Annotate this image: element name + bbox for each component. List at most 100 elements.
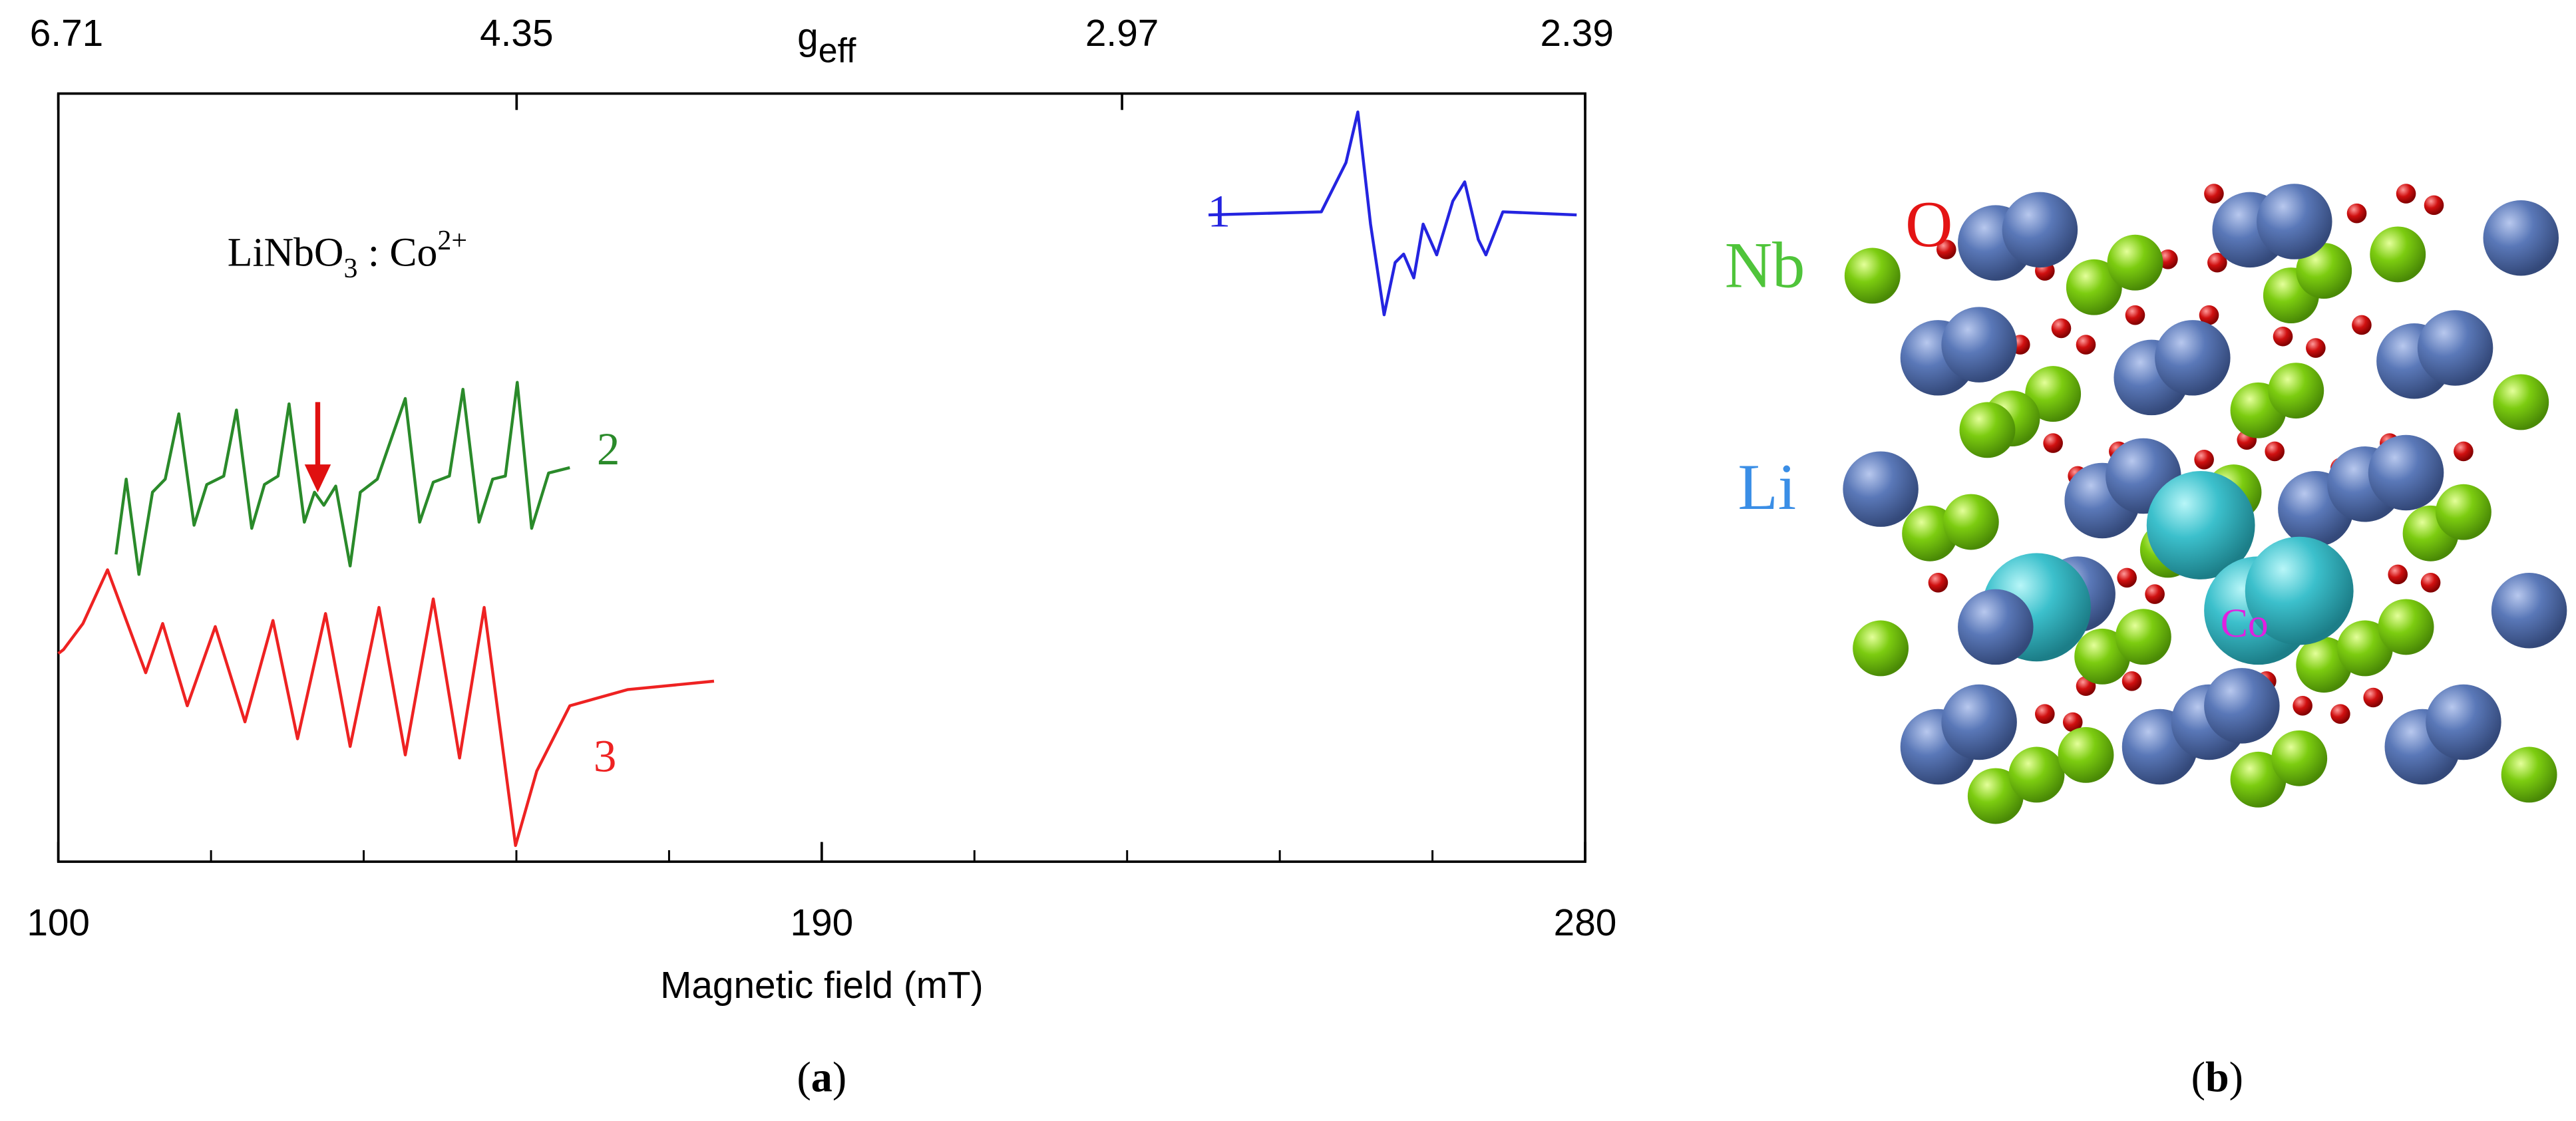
annotation-base: LiNbO (228, 230, 344, 275)
lithium-atom (2426, 684, 2501, 760)
x-tick-label: 280 (1554, 902, 1617, 944)
oxygen-atom (2265, 441, 2285, 462)
oxygen-atom (2121, 671, 2142, 691)
oxygen-atom (2424, 195, 2444, 216)
annotation-middle: : Co (357, 230, 437, 275)
niobium-atom (2230, 751, 2287, 808)
oxygen-atom (2420, 573, 2441, 593)
x2-tick-label: 4.35 (480, 13, 553, 55)
panel-label-b-text: b (2205, 1054, 2229, 1101)
lithium-atom (2002, 192, 2078, 268)
lithium-atom (2368, 434, 2444, 511)
red-arrow (304, 402, 331, 493)
niobium-atom (1959, 402, 2016, 458)
niobium-atom (2107, 234, 2163, 291)
oxygen-atom (2454, 441, 2474, 462)
niobium-atom (1967, 768, 2024, 824)
x-tick-label: 100 (27, 902, 90, 944)
series-label: 3 (594, 730, 617, 782)
lithium-atom (2204, 668, 2280, 744)
oxygen-atom (2145, 584, 2165, 604)
atom-label-co: Co (2221, 601, 2269, 646)
oxygen-atom (2062, 712, 2083, 732)
panel-label-a-text: a (811, 1054, 832, 1101)
cobalt-atom (2146, 471, 2255, 579)
oxygen-atom (1936, 240, 1956, 259)
x-tick-label: 190 (791, 902, 854, 944)
niobium-atom (2336, 620, 2393, 677)
niobium-atom (2296, 243, 2352, 299)
oxygen-atom (2396, 184, 2416, 204)
oxygen-atom (2199, 305, 2219, 325)
oxygen-atom (2043, 433, 2063, 453)
oxygen-atom (2194, 449, 2214, 470)
oxygen-atom (2330, 704, 2350, 724)
x2-label-subscript: eff (819, 31, 856, 70)
x2-tick-label: 2.97 (1085, 13, 1159, 55)
niobium-atom (2025, 366, 2082, 422)
oxygen-atom (2352, 315, 2372, 335)
atom-label-nb: Nb (1725, 230, 1805, 302)
arrow-head (304, 464, 331, 493)
lithium-atom (1941, 684, 2017, 760)
spectrum-line (114, 381, 570, 576)
lithium-atom (1843, 451, 1919, 527)
niobium-atom (2435, 484, 2491, 540)
cobalt-atom (2245, 536, 2354, 645)
niobium-atom (1942, 494, 1999, 550)
annotation-sub: 3 (343, 253, 357, 284)
niobium-atom (2271, 730, 2328, 786)
niobium-atom (2370, 226, 2426, 283)
lithium-atom (1941, 307, 2017, 383)
series-label: 1 (1208, 185, 1231, 236)
atom-label-o: O (1905, 188, 1952, 261)
oxygen-atom (2125, 305, 2145, 325)
lithium-atom (2491, 573, 2567, 649)
oxygen-atom (2158, 249, 2178, 269)
series-label: 2 (597, 423, 620, 474)
oxygen-atom (2306, 338, 2326, 358)
panel-label-a: (a) (797, 1054, 846, 1101)
lithium-atom (1958, 589, 2034, 665)
niobium-atom (2115, 609, 2171, 665)
oxygen-atom (2207, 252, 2227, 273)
atom-label-li: Li (1738, 451, 1796, 524)
niobium-atom (2501, 746, 2557, 803)
lithium-atom (2417, 310, 2493, 386)
oxygen-atom (2076, 335, 2096, 355)
oxygen-atom (2388, 564, 2408, 585)
niobium-atom (2058, 726, 2114, 783)
oxygen-atom (2035, 704, 2055, 724)
x-axis-label: Magnetic field (mT) (660, 965, 984, 1007)
lithium-atom (2155, 320, 2231, 396)
lithium-atom (2257, 184, 2332, 259)
niobium-atom (2268, 363, 2324, 419)
panel-label-b: (b) (2191, 1054, 2243, 1101)
niobium-atom (1853, 620, 1909, 677)
niobium-atom (2493, 374, 2549, 430)
oxygen-atom (2051, 318, 2072, 339)
x2-label-symbol: g (797, 16, 819, 58)
spectrum-line (57, 568, 715, 848)
oxygen-atom (2117, 567, 2137, 588)
x2-tick-label: 6.71 (30, 13, 103, 55)
oxygen-atom (1928, 573, 1948, 593)
x2-tick-label: 2.39 (1540, 13, 1613, 55)
niobium-atom (2066, 259, 2122, 315)
sample-annotation: LiNbO3 : Co2+ (228, 226, 467, 284)
niobium-atom (2008, 746, 2065, 803)
niobium-atom (2378, 599, 2434, 655)
annotation-sup: 2+ (437, 226, 467, 256)
niobium-atom (1844, 247, 1901, 304)
plot-frame (57, 92, 1586, 864)
x2-axis-label: geff (797, 16, 856, 70)
spectrum-line (1208, 110, 1577, 317)
crystal-structure (1843, 184, 2567, 824)
oxygen-atom (2204, 184, 2224, 204)
oxygen-atom (2346, 203, 2367, 224)
lithium-atom (2483, 200, 2559, 276)
oxygen-atom (2273, 326, 2293, 347)
oxygen-atom (2363, 687, 2384, 708)
